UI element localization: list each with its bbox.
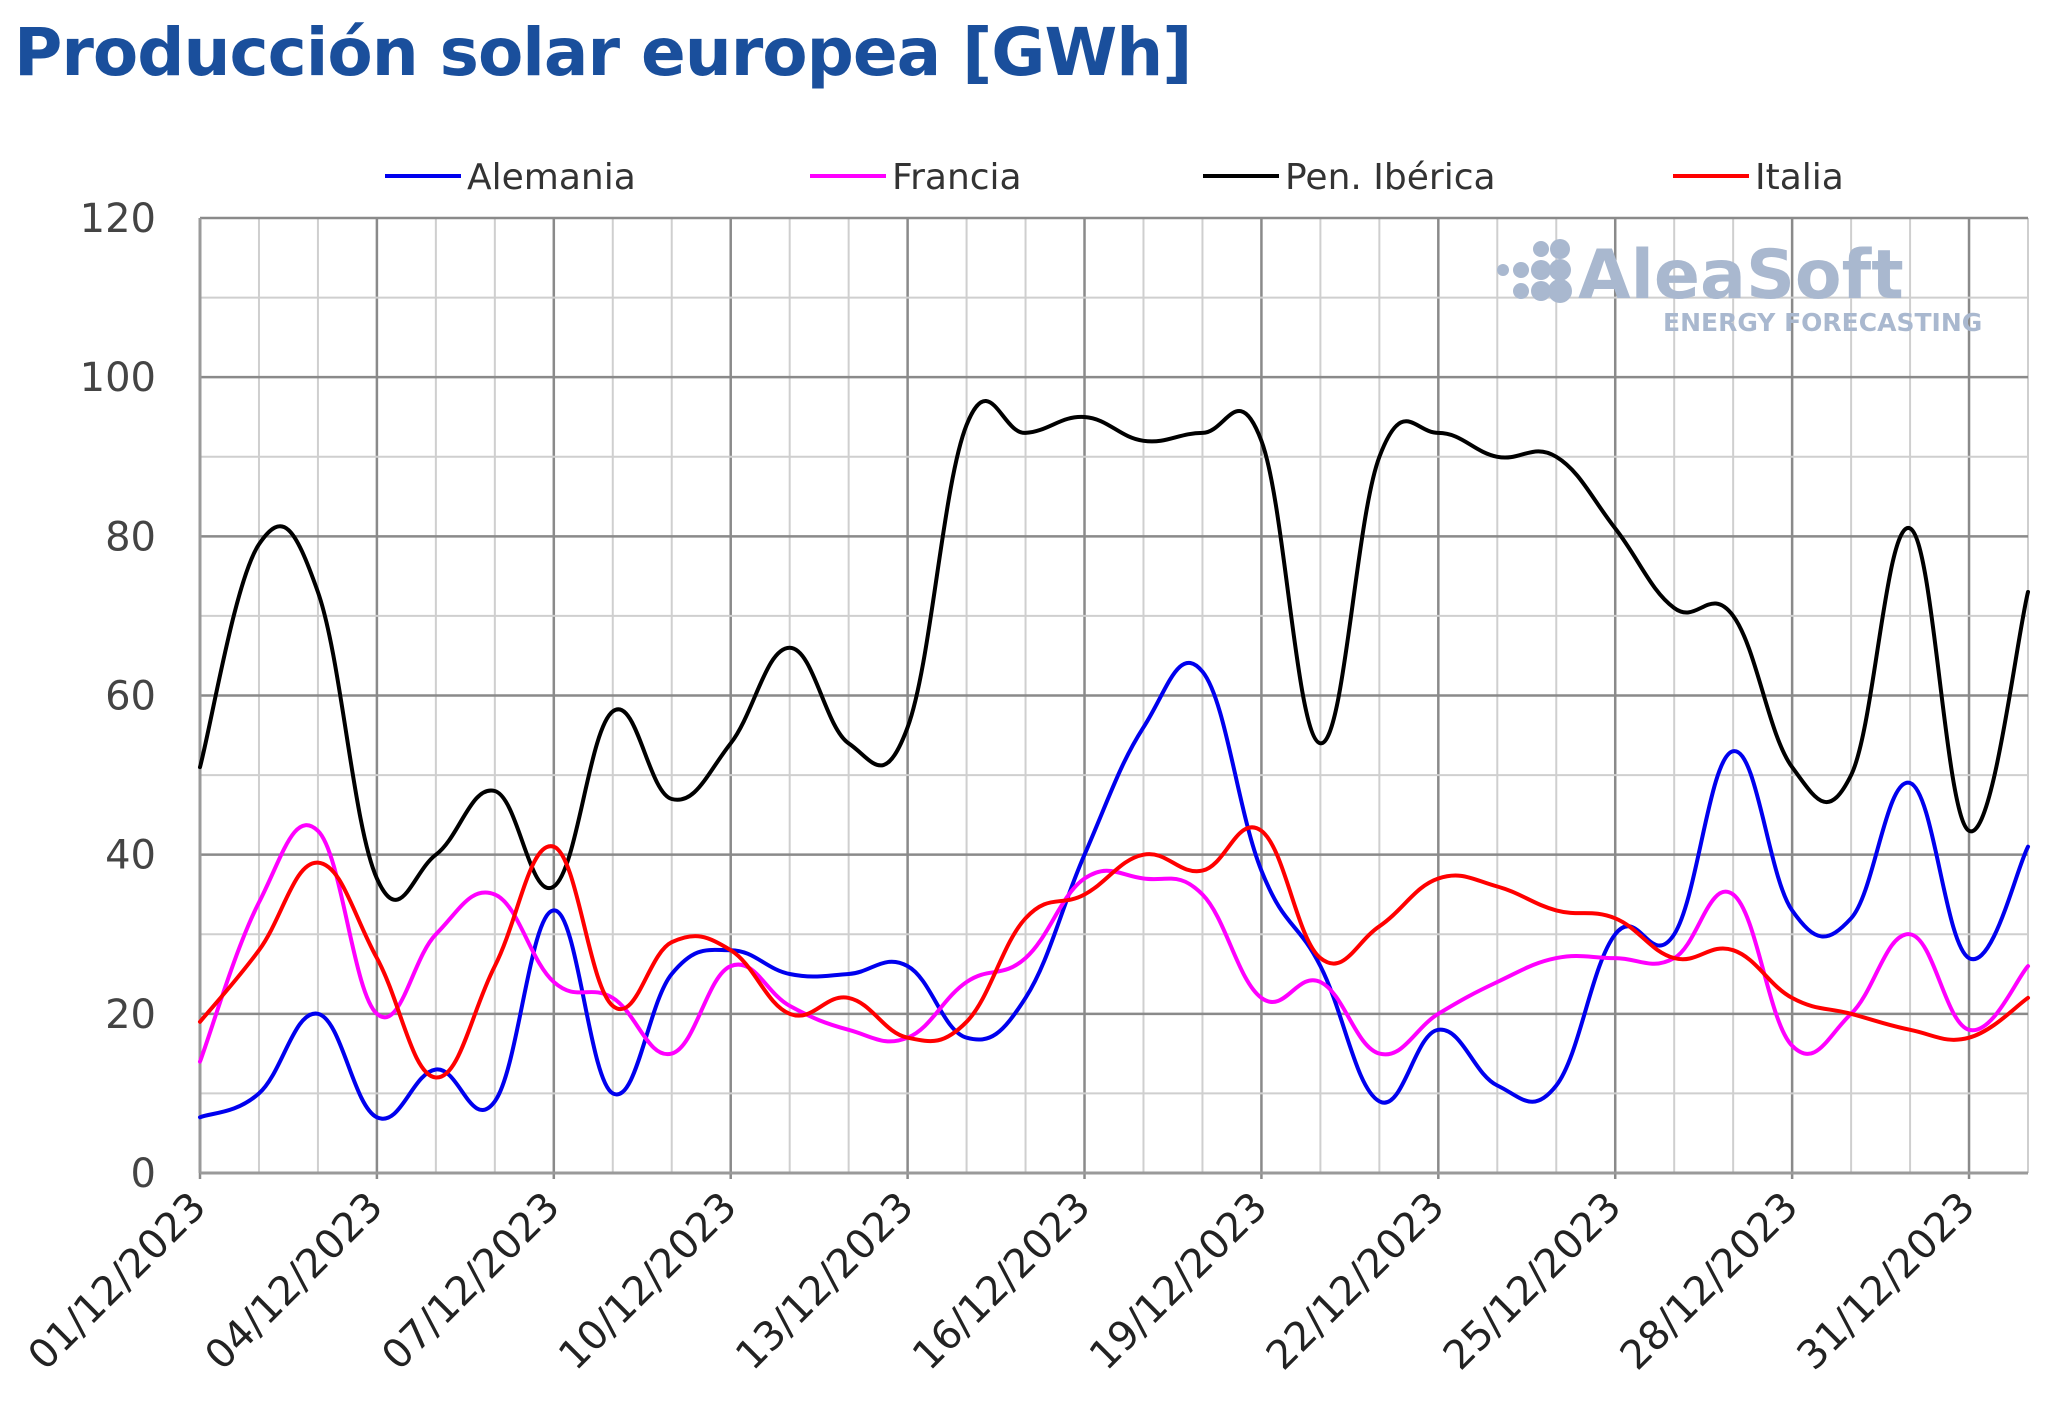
x-tick-label: 10/12/2023: [550, 1184, 746, 1380]
watermark-brand: AleaSoft: [1578, 236, 1904, 315]
y-tick-label: 20: [105, 992, 156, 1038]
x-tick-label: 01/12/2023: [20, 1184, 216, 1380]
legend-label-pen-ib-rica: Pen. Ibérica: [1285, 157, 1496, 198]
x-tick-label: 22/12/2023: [1258, 1184, 1454, 1380]
series-line-italia: [198, 825, 2030, 1080]
x-tick-label: 16/12/2023: [904, 1184, 1100, 1380]
legend-label-italia: Italia: [1755, 157, 1844, 198]
y-tick-label: 0: [131, 1151, 156, 1197]
x-tick-label: 28/12/2023: [1612, 1184, 1808, 1380]
axes: 0 20 40 60 80 100 120 01/12/202304/12/202307/12…: [20, 196, 2028, 1379]
series-line-francia: [198, 823, 2030, 1064]
y-tick-label: 100: [80, 355, 156, 401]
x-tick-label: 19/12/2023: [1081, 1184, 1277, 1380]
x-tick-label: 25/12/2023: [1435, 1184, 1631, 1380]
y-tick-label: 120: [80, 196, 156, 242]
x-tick-label: 31/12/2023: [1789, 1184, 1985, 1380]
y-tick-label: 60: [105, 674, 156, 720]
chart-title: Producción solar europea [GWh]: [14, 14, 1192, 91]
y-tick-label: 80: [105, 514, 156, 560]
aleasoft-watermark: AleaSoft ENERGY FORECASTING: [1497, 236, 1982, 337]
watermark-tagline: ENERGY FORECASTING: [1663, 308, 1982, 337]
series-lines: [198, 399, 2030, 1121]
x-tick-label: 07/12/2023: [373, 1184, 569, 1380]
aleasoft-logo-dots-icon: [1497, 239, 1572, 303]
series-line-pen-ib-rica: [198, 399, 2030, 902]
grid-lines: [198, 216, 2029, 1179]
x-tick-label: 04/12/2023: [196, 1184, 392, 1380]
series-line-alemania: [198, 661, 2030, 1121]
legend-label-alemania: Alemania: [467, 157, 636, 198]
x-tick-label: 13/12/2023: [727, 1184, 923, 1380]
legend-label-francia: Francia: [892, 157, 1022, 198]
y-tick-label: 40: [105, 833, 156, 879]
legend: Alemania Francia Pen. Ibérica Italia: [385, 157, 1844, 198]
